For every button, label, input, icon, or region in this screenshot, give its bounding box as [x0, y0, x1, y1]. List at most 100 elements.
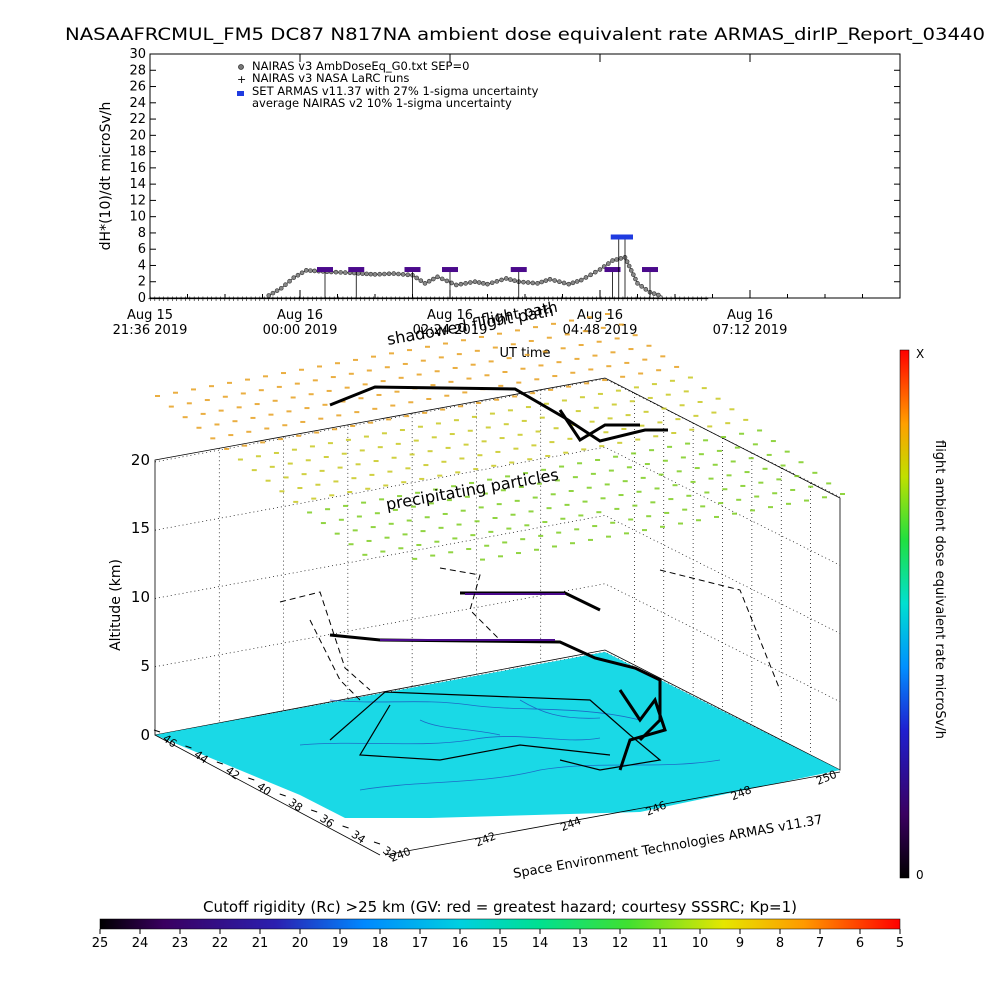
particle-mark: [402, 533, 408, 536]
particle-mark: [683, 390, 689, 393]
particle-mark: [559, 465, 565, 468]
rigidity-tick-label: 23: [172, 936, 189, 951]
altitude-axis-label: Altitude (km): [108, 559, 124, 651]
particle-mark: [780, 464, 786, 467]
particle-mark: [362, 383, 368, 386]
particle-mark: [718, 502, 724, 505]
particle-mark: [700, 505, 706, 508]
rigidity-tick-label: 5: [896, 936, 904, 951]
larc-point: +: [572, 295, 578, 303]
particle-mark: [499, 437, 505, 440]
particle-mark: [605, 313, 610, 315]
particle-mark: [467, 429, 473, 432]
particle-mark: [524, 524, 530, 527]
larc-point: +: [393, 295, 399, 303]
particle-mark: [689, 428, 695, 431]
larc-point: +: [638, 295, 644, 303]
particle-mark: [470, 534, 476, 537]
particle-mark: [315, 483, 321, 486]
particle-mark: [678, 522, 683, 525]
particle-mark: [182, 416, 188, 419]
particle-mark: [798, 461, 804, 464]
larc-point: +: [506, 295, 512, 303]
larc-point: +: [498, 295, 504, 303]
particle-mark: [255, 455, 261, 458]
larc-point: +: [655, 295, 661, 303]
nairas-point: [508, 277, 513, 282]
particle-mark: [394, 390, 400, 393]
particle-mark: [512, 395, 518, 398]
particle-mark: [552, 545, 557, 548]
nairas-point: [597, 267, 603, 272]
particle-mark: [563, 451, 569, 454]
particle-mark: [474, 349, 480, 352]
rigidity-tick-label: 13: [572, 936, 589, 951]
particle-mark: [711, 411, 717, 414]
nairas-point: [468, 280, 473, 285]
particle-mark: [323, 455, 329, 458]
rigidity-tick-label: 10: [692, 936, 709, 951]
altitude-axis: 0 5 10 15 20: [131, 451, 150, 744]
particle-mark: [632, 504, 638, 507]
particle-mark: [550, 493, 556, 496]
larc-point: +: [467, 295, 473, 303]
particle-mark: [155, 395, 160, 397]
legend: NAIRAS v3 AmbDoseEq_G0.txt SEP=0 + NAIRA…: [237, 59, 539, 110]
larc-point: +: [187, 295, 193, 303]
particle-mark: [251, 469, 257, 472]
particle-mark: [265, 479, 271, 482]
particle-mark: [373, 460, 379, 463]
nairas-point: [633, 276, 638, 282]
x-tick-label-date: Aug 16: [277, 308, 323, 323]
particle-mark: [560, 347, 566, 350]
particle-mark: [420, 359, 426, 362]
particle-mark: [434, 540, 440, 543]
particle-mark: [291, 448, 297, 451]
larc-point: +: [449, 295, 455, 303]
nairas-point: [274, 288, 280, 293]
grid-line: [154, 446, 841, 566]
nairas-point: [444, 278, 450, 284]
nairas-point: [343, 270, 348, 275]
particle-mark: [784, 450, 790, 453]
nairas-point: [583, 275, 589, 280]
particle-mark: [461, 339, 466, 342]
nairas-point: [651, 291, 657, 296]
larc-point: +: [375, 295, 381, 303]
particle-mark: [422, 411, 428, 414]
particle-mark: [668, 498, 674, 501]
particle-mark: [582, 330, 588, 333]
larc-point: +: [694, 295, 700, 303]
particle-mark: [542, 350, 548, 353]
particle-mark: [168, 405, 174, 408]
particle-mark: [495, 450, 501, 453]
particle-mark: [545, 454, 551, 457]
particle-mark: [654, 487, 660, 490]
altitude-tick-label: 20: [131, 451, 150, 469]
particle-mark: [428, 502, 434, 505]
particle-mark: [667, 445, 673, 448]
altitude-tick-label: 0: [140, 726, 150, 744]
nairas-point: [574, 279, 580, 284]
larc-point: +: [358, 295, 364, 303]
nairas-point: [396, 271, 401, 277]
larc-point: +: [677, 295, 683, 303]
larc-point: +: [161, 295, 167, 303]
nairas-point: [635, 281, 640, 286]
nairas-point: [472, 279, 478, 285]
particle-mark: [646, 515, 652, 518]
particle-mark: [593, 406, 599, 409]
particle-mark: [391, 456, 397, 459]
particle-mark: [694, 467, 700, 470]
particle-mark: [268, 413, 274, 416]
particle-mark: [535, 430, 541, 433]
nairas-point: [333, 269, 339, 275]
particle-mark: [572, 476, 578, 479]
nairas-point: [372, 272, 378, 277]
particle-mark: [307, 511, 313, 514]
particle-mark: [649, 449, 655, 452]
annotation-precipitating-particles: precipitating particles: [384, 465, 560, 514]
particle-mark: [620, 375, 626, 378]
nairas-point: [476, 280, 482, 285]
nairas-point: [377, 271, 382, 277]
